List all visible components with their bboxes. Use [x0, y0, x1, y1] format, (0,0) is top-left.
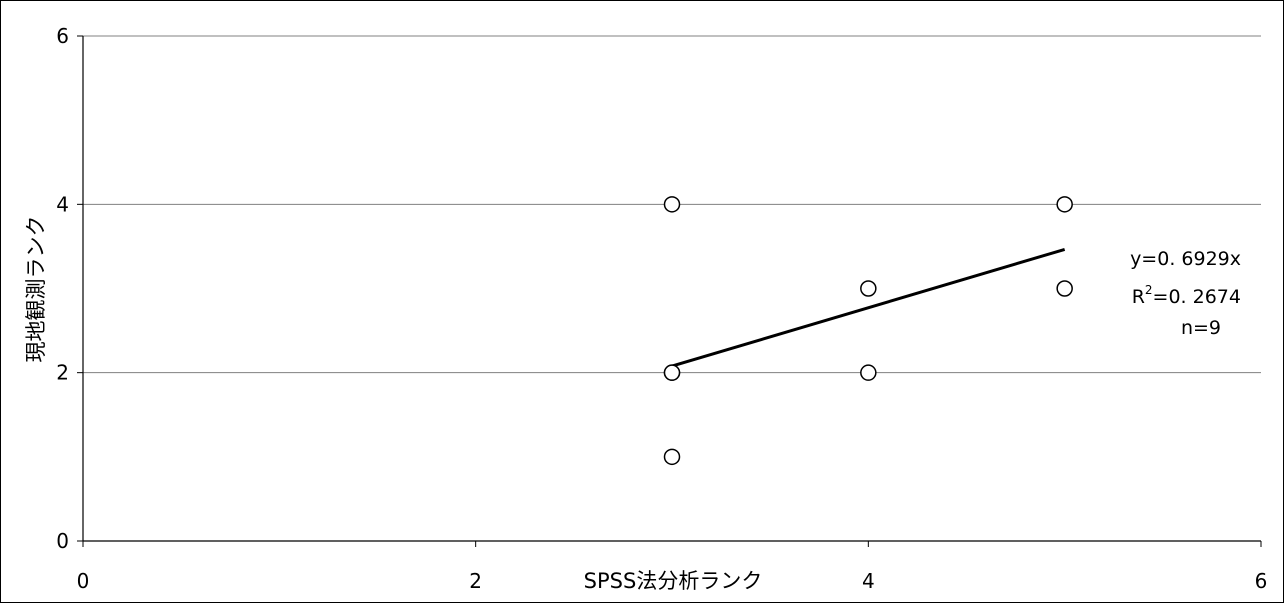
data-point-0-3 — [663, 448, 681, 466]
y-tick-label-2: 4 — [56, 192, 69, 216]
x-axis-title: SPSS法分析ランク — [584, 569, 763, 593]
regression-equation: y=0. 6929x — [1130, 248, 1241, 270]
axes — [77, 35, 1262, 547]
data-point-0-5 — [860, 364, 877, 381]
data-point-0-7 — [1056, 280, 1073, 297]
trendline — [671, 247, 1066, 368]
trendline-layer — [671, 247, 1066, 368]
data-points — [663, 196, 1073, 466]
x-tick-label-0: 0 — [77, 569, 90, 593]
y-tick-label-3: 6 — [56, 24, 69, 48]
regression-annotation: y=0. 6929x R2=0. 2674 n=9 — [1130, 248, 1241, 339]
r-squared-value: =0. 2674 — [1153, 286, 1241, 308]
x-tick-label-3: 6 — [1255, 569, 1268, 593]
data-point-0-4 — [860, 280, 877, 297]
data-point-0-2 — [663, 364, 681, 381]
y-tick-label-1: 2 — [56, 361, 69, 385]
r-squared-prefix: R — [1132, 286, 1145, 308]
x-tick-label-2: 4 — [862, 569, 875, 593]
x-tick-label-1: 2 — [469, 569, 482, 593]
tick-labels: 0 2 4 6 0 2 4 6 — [56, 24, 1267, 593]
data-point-0-6 — [1056, 196, 1073, 213]
sample-size-label: n=9 — [1181, 317, 1221, 339]
y-axis-title: 現地観測ランク — [24, 216, 48, 363]
r-squared-label: R2=0. 2674 — [1132, 283, 1241, 308]
y-tick-label-0: 0 — [56, 529, 69, 553]
data-point-0-0 — [663, 196, 681, 213]
r-squared-superscript: 2 — [1145, 283, 1153, 297]
